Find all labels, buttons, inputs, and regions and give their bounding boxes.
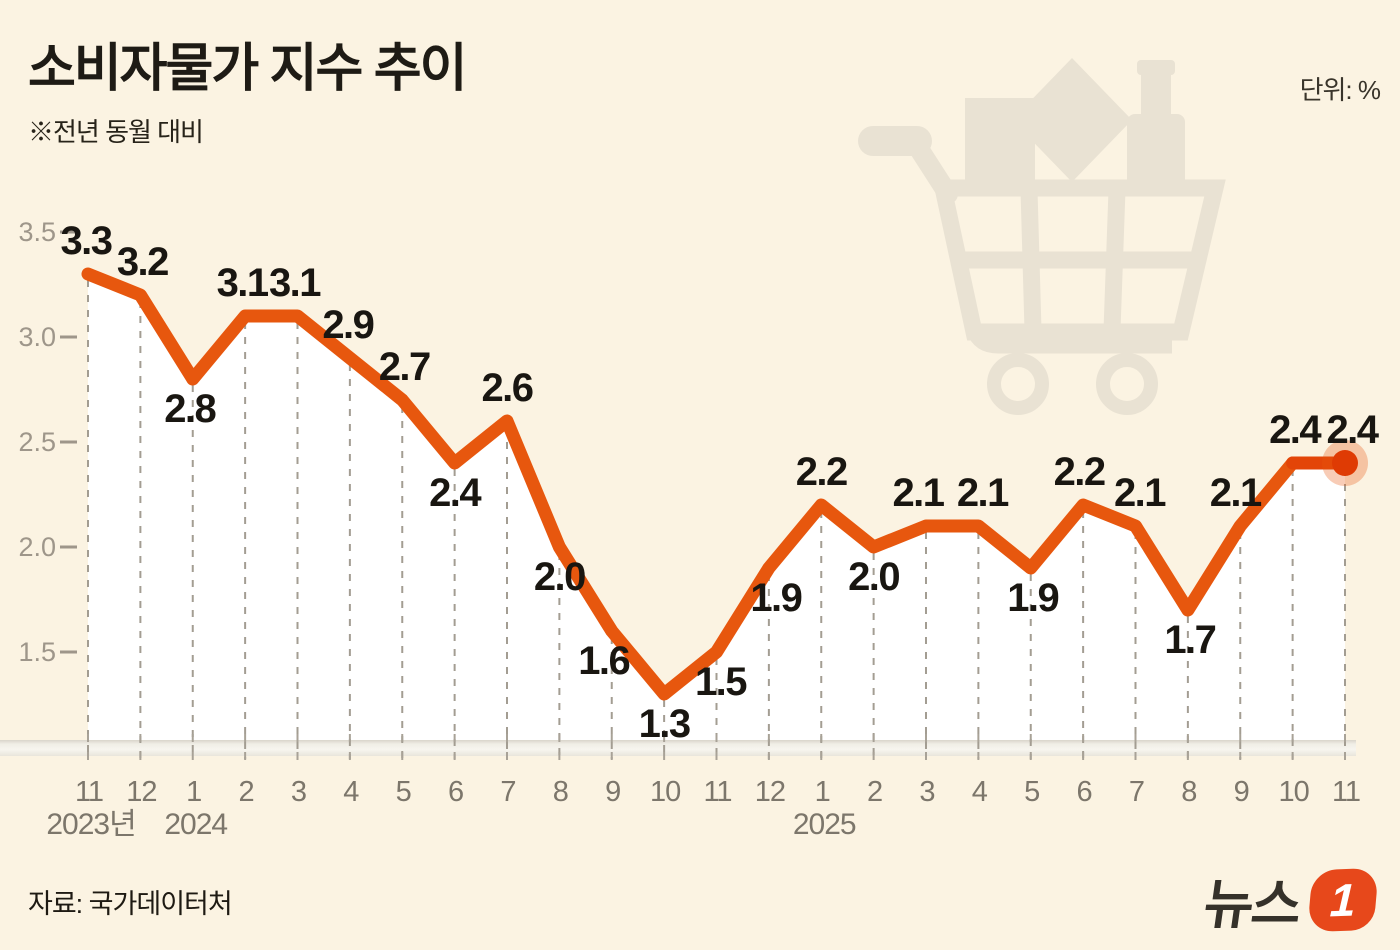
x-month-label: 4	[972, 776, 988, 808]
data-point-label: 2.0	[848, 555, 899, 599]
news1-logo-text: 뉴스	[1199, 875, 1304, 935]
data-point-label: 2.4	[429, 471, 482, 515]
data-point-label: 1.3	[639, 702, 690, 746]
y-tick-label: 3.5	[18, 217, 56, 247]
x-month-label: 7	[500, 776, 515, 808]
data-point-label: 1.9	[750, 576, 801, 620]
x-month-label: 4	[343, 776, 359, 808]
data-point-label: 2.7	[379, 345, 430, 389]
y-tick-label: 2.0	[18, 532, 56, 562]
data-point-label: 2.2	[796, 450, 847, 494]
x-month-label: 6	[1077, 776, 1092, 808]
y-tick-label: 2.5	[18, 427, 56, 457]
x-month-label: 5	[1024, 776, 1039, 808]
x-month-label: 11	[1332, 776, 1360, 808]
shopping-cart-icon	[858, 58, 1226, 415]
data-point-label: 3.1	[217, 261, 269, 305]
data-point-label: 2.0	[534, 555, 585, 599]
page-title: 소비자물가 지수 추이	[28, 40, 467, 98]
x-month-label: 11	[75, 776, 103, 808]
data-point-label: 1.9	[1007, 576, 1058, 620]
data-point-label: 2.1	[892, 471, 944, 515]
data-point-label: 2.8	[164, 387, 216, 431]
data-point-label: 2.4	[1269, 408, 1322, 452]
x-year-label: 2025	[793, 808, 856, 841]
x-month-label: 3	[291, 776, 306, 808]
data-point-label: 3.2	[117, 240, 168, 284]
data-point-label: 2.6	[481, 366, 532, 410]
news1-logo: 뉴스 1	[1200, 860, 1379, 939]
x-month-label: 9	[605, 776, 620, 808]
x-month-label: 10	[650, 776, 680, 808]
x-axis-band	[0, 740, 1356, 756]
chart-subtitle: ※전년 동월 대비	[28, 117, 204, 147]
data-point-label: 1.7	[1164, 618, 1215, 662]
x-month-label: 8	[1181, 776, 1196, 808]
x-month-label: 7	[1129, 776, 1144, 808]
data-point-label: 3.3	[60, 219, 111, 263]
x-month-label: 10	[1278, 776, 1308, 808]
x-month-label: 2	[867, 776, 882, 808]
news1-logo-badge: 1	[1307, 867, 1379, 932]
y-tick-label: 1.5	[18, 637, 56, 667]
data-point-label: 2.1	[1210, 471, 1262, 515]
x-month-label: 9	[1234, 776, 1249, 808]
trend-line	[81, 267, 1352, 701]
data-point-label: 2.4	[1326, 408, 1379, 452]
data-point-label: 3.1	[269, 261, 321, 305]
x-month-label: 1	[186, 776, 201, 808]
data-point-label: 1.5	[695, 660, 747, 704]
last-point-dot	[1332, 450, 1358, 476]
x-month-label: 8	[553, 776, 568, 808]
data-point-label: 2.1	[957, 471, 1009, 515]
news1-logo-one: 1	[1329, 873, 1357, 926]
data-point-label: 2.1	[1114, 471, 1166, 515]
x-month-label: 1	[815, 776, 830, 808]
x-month-label: 2	[239, 776, 254, 808]
x-year-label: 2024	[164, 808, 227, 841]
x-month-label: 3	[919, 776, 934, 808]
x-month-label: 5	[396, 776, 411, 808]
y-tick-label: 3.0	[18, 322, 56, 352]
data-point-label: 2.9	[322, 303, 373, 347]
x-month-label: 12	[755, 776, 785, 808]
data-point-label: 1.6	[578, 639, 629, 683]
x-month-label: 12	[126, 776, 156, 808]
x-year-label: 2023년	[46, 808, 135, 841]
x-month-label: 11	[703, 776, 731, 808]
data-point-label: 2.2	[1054, 450, 1105, 494]
x-month-label: 6	[448, 776, 463, 808]
unit-label: 단위: %	[1299, 75, 1381, 105]
source-label: 자료: 국가데이터처	[28, 889, 233, 919]
